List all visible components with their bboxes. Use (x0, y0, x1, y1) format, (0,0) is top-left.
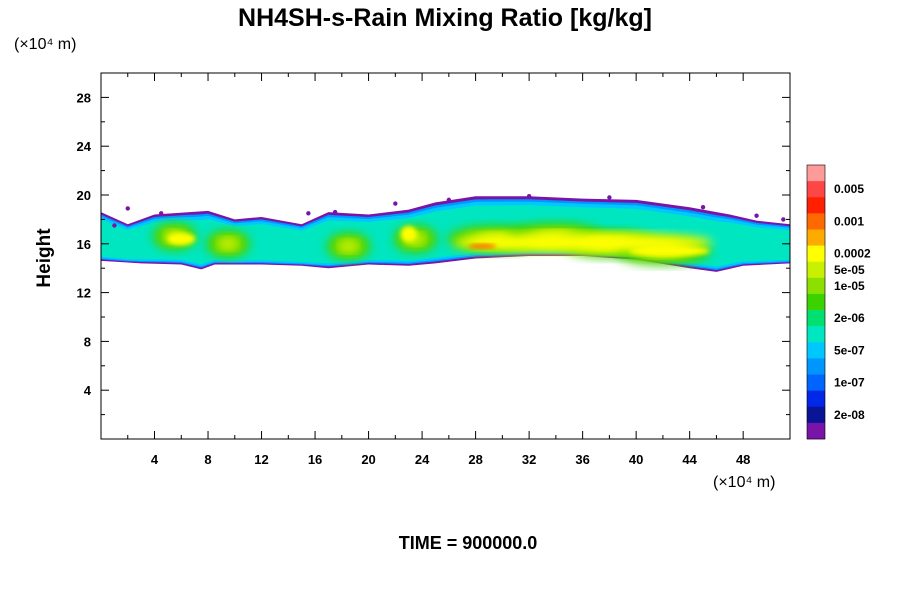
field-speckle (607, 195, 612, 200)
colorbar-swatch (807, 422, 825, 440)
colorbar-label: 5e-07 (834, 343, 865, 357)
x-tick-label: 28 (468, 452, 482, 467)
plot-area (101, 194, 790, 272)
field-core-max (629, 246, 710, 257)
colorbar-swatch (807, 181, 825, 198)
field-speckle (700, 205, 706, 210)
colorbar-swatch (807, 197, 825, 214)
colorbar-swatch (807, 245, 825, 263)
field-speckle (526, 194, 532, 199)
y-axis: 4 8 12 16 20 24 28 (77, 90, 790, 416)
field-core-max (167, 232, 196, 245)
x-axis: 4 8 12 16 20 24 28 32 36 40 44 48 (127, 73, 750, 467)
field-speckle (781, 217, 786, 222)
colorbar-swatch (807, 229, 825, 246)
colorbar-swatch (807, 293, 825, 311)
y-tick-label: 24 (77, 139, 92, 154)
colorbar-label: 1e-07 (834, 376, 865, 390)
field-speckle (446, 197, 452, 203)
colorbar-swatch (807, 310, 825, 327)
colorbar-label: 0.005 (834, 182, 864, 196)
field-core-peak (468, 243, 497, 249)
field-speckle (332, 209, 338, 215)
colorbar-label: 5e-05 (834, 263, 865, 277)
colorbar: 0.005 0.001 0.0002 5e-05 1e-05 2e-06 5e-07 1e-0… (806, 164, 871, 440)
y-tick-label: 12 (77, 286, 91, 301)
y-tick-label: 28 (77, 90, 91, 105)
x-tick-label: 44 (682, 452, 697, 467)
colorbar-label: 1e-05 (834, 279, 865, 293)
colorbar-swatch (807, 277, 825, 295)
colorbar-label: 2e-06 (834, 311, 865, 325)
y-tick-label: 16 (77, 237, 91, 252)
chart-title: NH4SH-s-Rain Mixing Ratio [kg/kg] (238, 4, 652, 32)
time-label: TIME = 900000.0 (399, 533, 538, 553)
x-tick-label: 36 (575, 452, 589, 467)
colorbar-swatch (807, 165, 825, 182)
colorbar-swatch (807, 390, 825, 408)
colorbar-swatch (807, 213, 825, 230)
field-core (339, 240, 358, 253)
field-core (219, 237, 238, 250)
x-tick-label: 16 (308, 452, 322, 467)
field-speckle (754, 213, 759, 218)
colorbar-swatch (807, 261, 825, 279)
colorbar-swatch (807, 326, 825, 343)
x-tick-label: 12 (254, 452, 268, 467)
colorbar-swatch (807, 358, 825, 375)
x-tick-label: 48 (736, 452, 750, 467)
x-tick-label: 4 (151, 452, 159, 467)
x-tick-label: 32 (522, 452, 536, 467)
colorbar-swatch (807, 374, 825, 391)
field-speckle (125, 206, 130, 211)
colorbar-label: 0.0002 (834, 247, 871, 261)
colorbar-frame (806, 164, 826, 440)
x-tick-label: 8 (204, 452, 211, 467)
colorbar-swatch (807, 406, 825, 424)
y-axis-label: Height (34, 228, 55, 288)
x-tick-label: 20 (361, 452, 375, 467)
field-speckle (112, 223, 117, 228)
colorbar-swatch (807, 342, 825, 359)
field-core-max (400, 226, 417, 243)
field-speckle (306, 211, 311, 216)
x-axis-unit: (×10⁴ m) (713, 474, 775, 491)
colorbar-label: 0.001 (834, 214, 864, 228)
field-speckle (393, 201, 398, 206)
y-axis-unit: (×10⁴ m) (14, 36, 76, 53)
y-tick-label: 4 (84, 383, 92, 398)
field-speckle (159, 211, 164, 216)
mixing-ratio-field (101, 194, 790, 272)
plot-frame (100, 72, 791, 440)
x-tick-label: 24 (415, 452, 430, 467)
colorbar-label: 2e-08 (834, 408, 865, 422)
x-tick-label: 40 (629, 452, 643, 467)
y-tick-label: 20 (77, 188, 91, 203)
y-tick-label: 8 (84, 334, 91, 349)
